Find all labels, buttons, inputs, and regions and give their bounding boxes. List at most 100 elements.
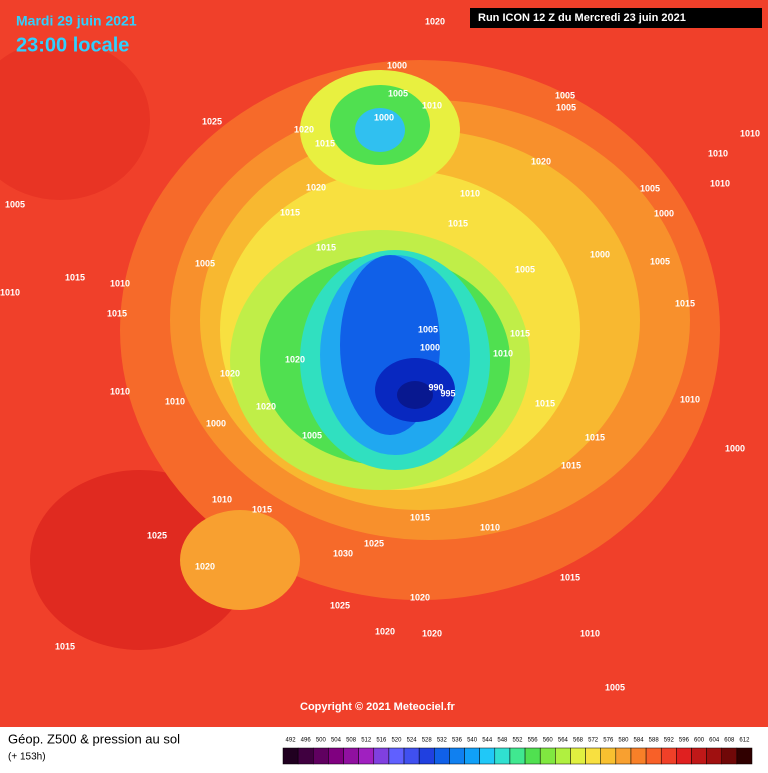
run-box (470, 8, 762, 28)
pressure-label: 1015 (561, 460, 581, 470)
scale-label: 500 (316, 738, 327, 744)
pressure-label: 1000 (387, 60, 407, 70)
pressure-label: 1020 (306, 182, 326, 192)
pressure-label: 1015 (560, 572, 580, 582)
scale-swatch (464, 747, 480, 765)
scale-label: 592 (664, 738, 675, 744)
scale-label: 528 (422, 738, 433, 744)
pressure-label: 1010 (493, 348, 513, 358)
scale-label: 520 (391, 738, 402, 744)
scale-swatch (509, 747, 526, 765)
scale-label: 576 (603, 738, 614, 744)
scale-label: 496 (301, 738, 312, 744)
scale-label: 516 (376, 738, 387, 744)
scale-label: 600 (694, 738, 705, 744)
scale-label: 564 (558, 738, 569, 744)
pressure-label: 1005 (388, 88, 408, 98)
pressure-label: 1005 (650, 256, 670, 266)
pressure-label: 1010 (110, 278, 130, 288)
pressure-label: 1005 (556, 102, 576, 112)
scale-swatch (736, 747, 753, 765)
pressure-label: 1005 (605, 682, 625, 692)
scale-swatch (615, 747, 632, 765)
footer-title: Géop. Z500 & pression au sol (8, 731, 180, 746)
scale-label: 556 (528, 738, 539, 744)
pressure-label: 1030 (333, 548, 353, 558)
pressure-label: 995 (440, 388, 455, 398)
scale-swatch (373, 747, 390, 765)
pressure-label: 1015 (448, 218, 468, 228)
pressure-label: 1020 (425, 16, 445, 26)
pressure-label: 1000 (206, 418, 226, 428)
scale-swatch (645, 747, 662, 765)
pressure-label: 1015 (315, 138, 335, 148)
pressure-label: 1015 (316, 242, 336, 252)
pressure-label: 1015 (280, 207, 300, 217)
pressure-label: 1020 (256, 401, 276, 411)
pressure-label: 1010 (708, 148, 728, 158)
scale-label: 568 (573, 738, 584, 744)
scale-swatch (600, 747, 617, 765)
scale-swatch (343, 747, 359, 765)
field-patch (397, 381, 433, 409)
scale-swatch (388, 747, 405, 765)
pressure-label: 1025 (147, 530, 167, 540)
pressure-label: 1015 (675, 298, 695, 308)
scale-swatch (418, 747, 435, 765)
pressure-label: 1025 (364, 538, 384, 548)
field-patch (355, 108, 405, 152)
pressure-label: 1010 (460, 188, 480, 198)
scale-swatch (555, 747, 571, 765)
scale-label: 552 (512, 738, 523, 744)
run-info: Run ICON 12 Z du Mercredi 23 juin 2021 (478, 12, 686, 24)
scale-label: 612 (739, 738, 750, 744)
scale-label: 580 (618, 738, 629, 744)
pressure-label: 1005 (555, 90, 575, 100)
pressure-label: 1020 (422, 628, 442, 638)
scale-swatch (494, 747, 511, 765)
field-patch (30, 470, 250, 650)
pressure-label: 1005 (418, 324, 438, 334)
pressure-label: 1015 (370, 738, 390, 748)
pressure-label: 1000 (374, 112, 394, 122)
pressure-label: 1025 (330, 600, 350, 610)
pressure-label: 1010 (580, 628, 600, 638)
pressure-label: 1000 (654, 208, 674, 218)
scale-swatch (358, 747, 375, 765)
pressure-label: 1010 (480, 522, 500, 532)
scale-label: 544 (482, 738, 493, 744)
pressure-label: 1020 (410, 592, 430, 602)
copyright: Copyright © 2021 Meteociel.fr (300, 701, 456, 713)
scale-label: 608 (724, 738, 735, 744)
scale-label: 508 (346, 738, 357, 744)
scale-label: 532 (437, 738, 448, 744)
pressure-label: 1015 (107, 308, 127, 318)
scale-label: 588 (649, 738, 660, 744)
scale-swatch (449, 747, 465, 765)
scale-swatch (328, 747, 344, 765)
pressure-label: 1005 (195, 258, 215, 268)
pressure-label: 1005 (5, 199, 25, 209)
scale-label: 572 (588, 738, 599, 744)
scale-swatch (585, 747, 601, 765)
pressure-label: 1020 (220, 368, 240, 378)
scale-label: 512 (361, 738, 372, 744)
pressure-label: 1020 (195, 561, 215, 571)
pressure-label: 1015 (510, 328, 530, 338)
pressure-label: 1010 (110, 386, 130, 396)
scale-swatch (706, 747, 722, 765)
pressure-label: 1000 (590, 249, 610, 259)
scale-swatch (721, 747, 738, 765)
scale-swatch (434, 747, 450, 765)
local-time: 23:00 locale (16, 34, 129, 56)
scale-swatch (660, 747, 677, 765)
pressure-label: 1010 (422, 100, 442, 110)
scale-swatch (570, 747, 586, 765)
pressure-label: 1010 (740, 128, 760, 138)
pressure-label: 990 (428, 382, 443, 392)
scale-label: 548 (497, 738, 508, 744)
scale-swatch (313, 747, 329, 765)
pressure-label: 1025 (202, 116, 222, 126)
pressure-label: 1010 (0, 287, 20, 297)
